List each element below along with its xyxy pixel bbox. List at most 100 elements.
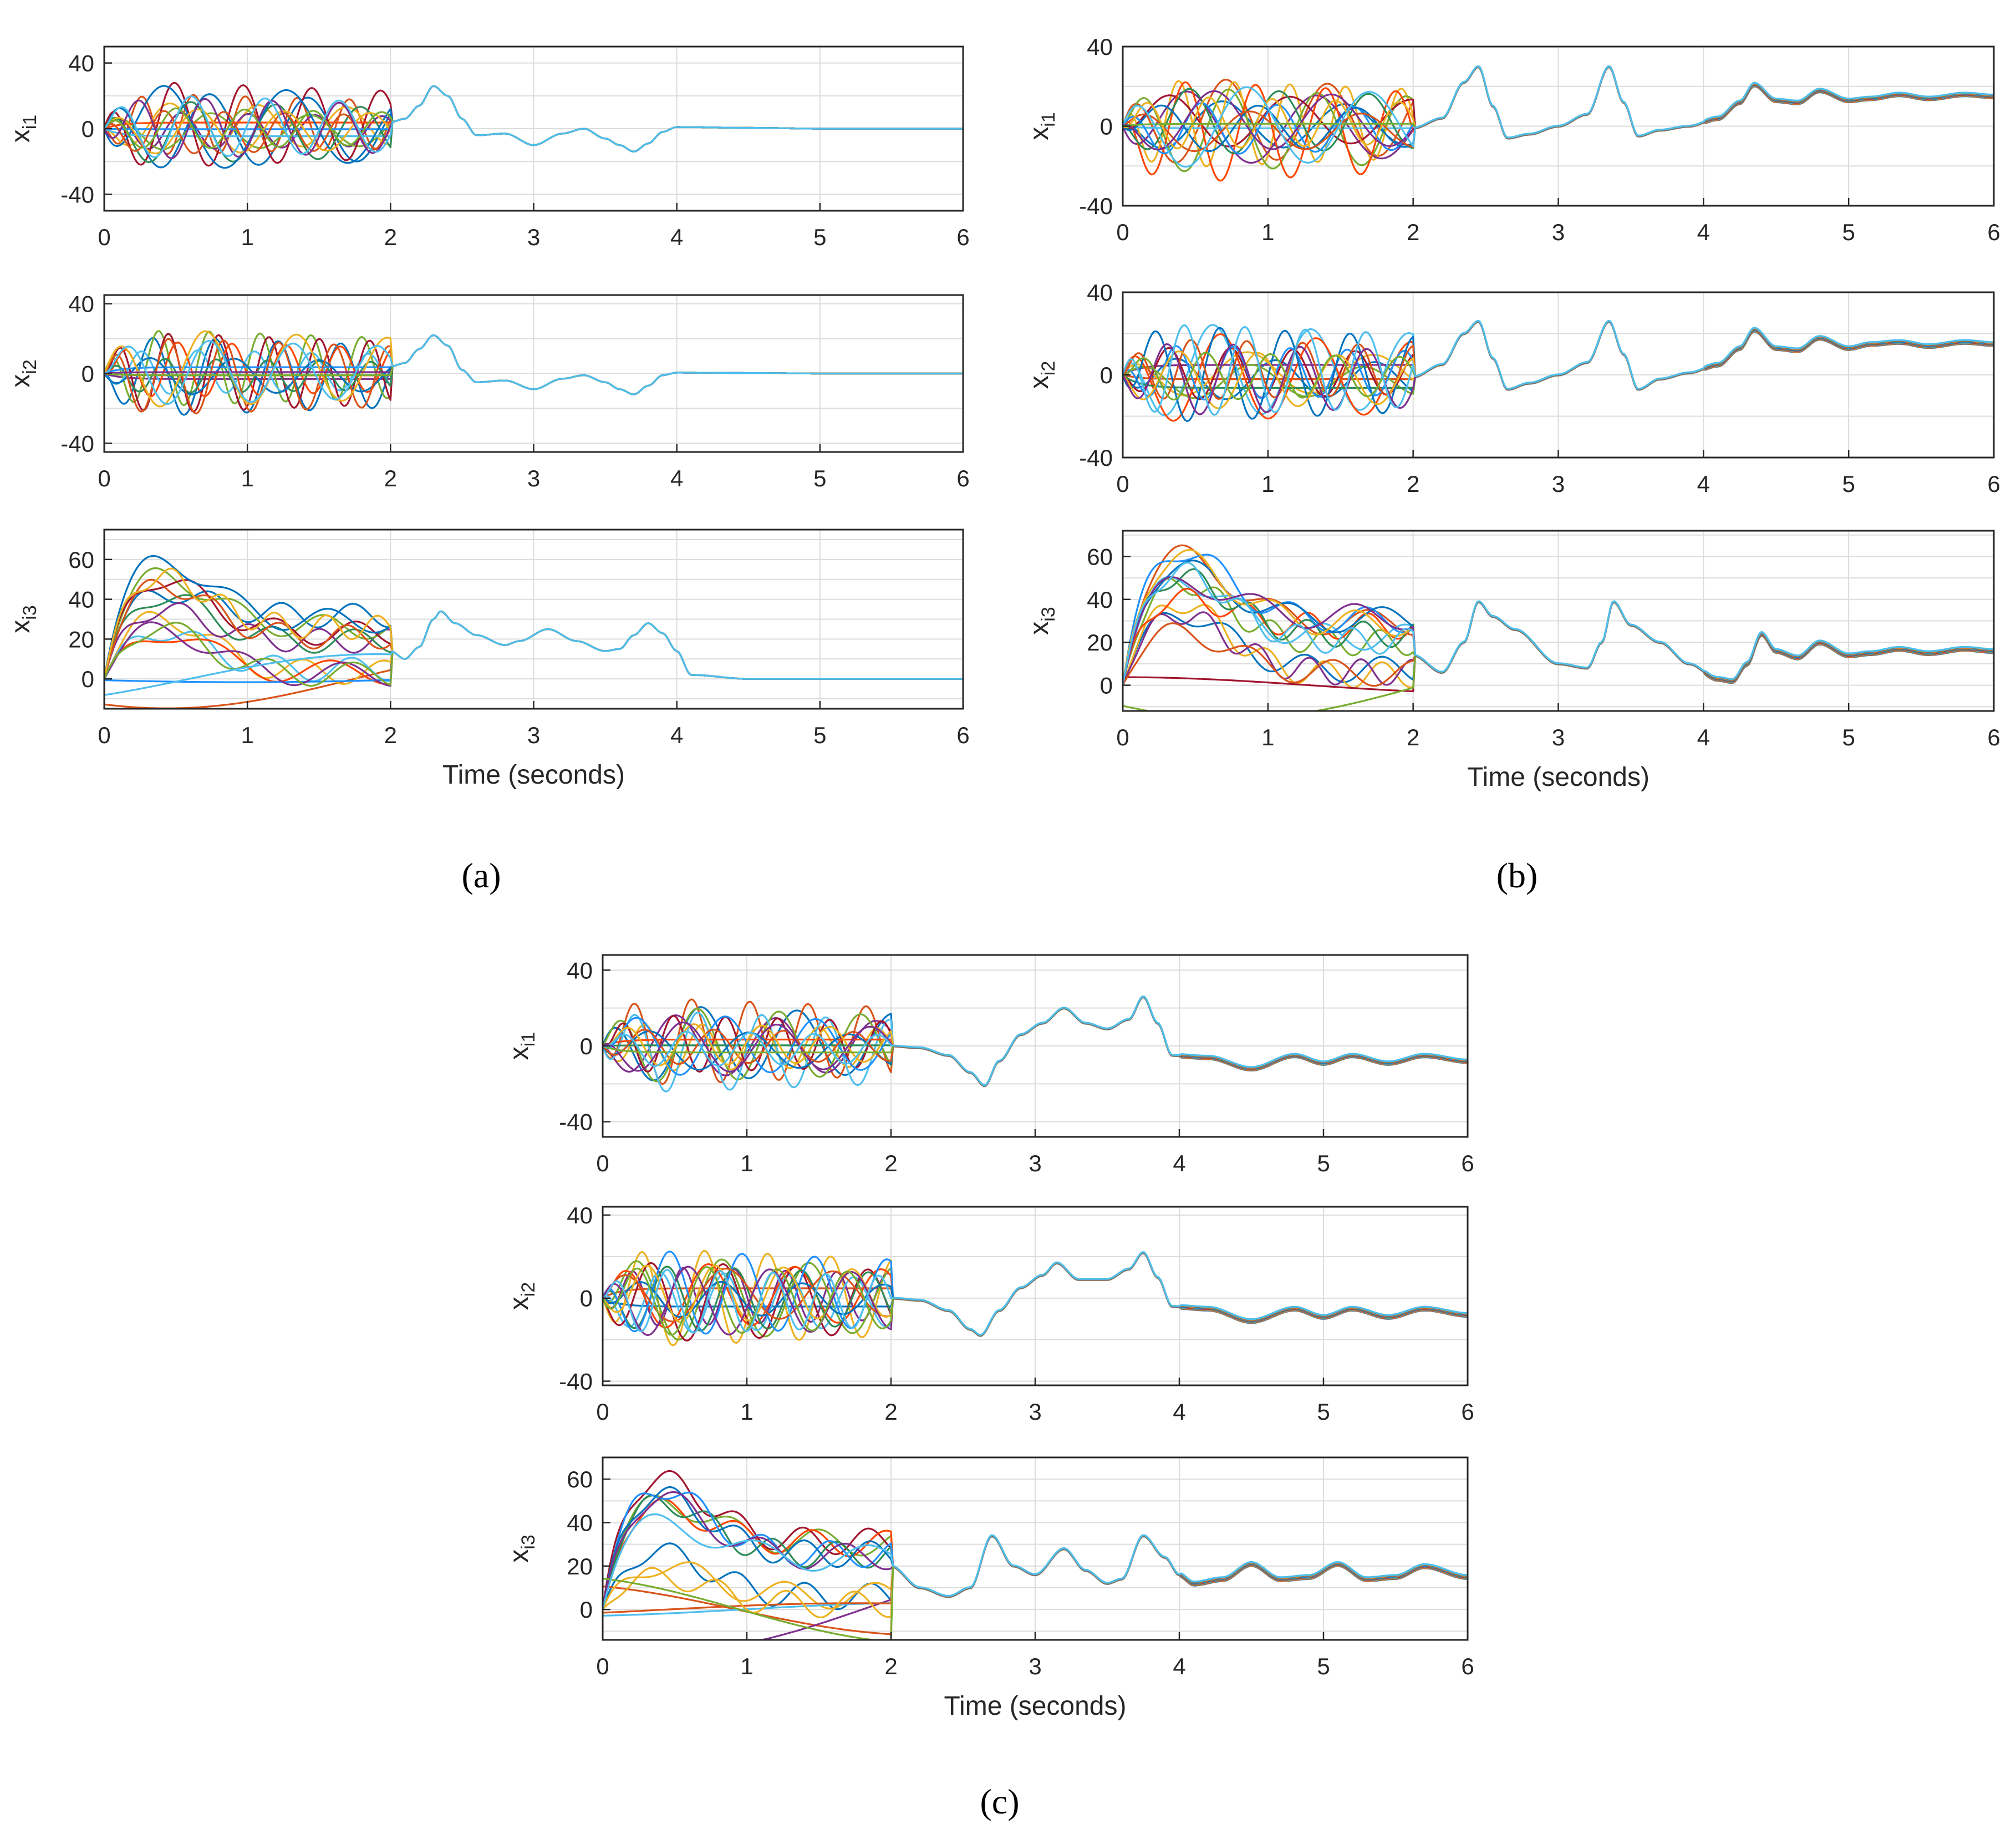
y-axis-label-base: x: [505, 1297, 534, 1310]
y-tick-label: 40: [567, 957, 593, 983]
y-tick-label: 40: [68, 587, 94, 613]
y-axis-label-subscript: i1: [19, 115, 40, 129]
y-axis-label: xi2: [6, 359, 40, 387]
x-tick-label: 4: [1697, 219, 1710, 245]
y-axis-label-subscript: i3: [1038, 607, 1059, 621]
y-tick-label: -40: [1079, 193, 1113, 219]
x-tick-label: 2: [1407, 219, 1419, 245]
x-tick-label: 5: [813, 722, 826, 748]
y-tick-label: 40: [1087, 587, 1113, 613]
y-axis-label-subscript: i3: [19, 605, 40, 619]
y-axis-label-base: x: [505, 1046, 534, 1060]
x-tick-label: 5: [1317, 1399, 1330, 1425]
x-tick-label: 4: [670, 224, 683, 250]
y-tick-label: 0: [1100, 673, 1113, 699]
y-axis-label-subscript: i3: [518, 1535, 539, 1549]
x-tick-label: 1: [1261, 219, 1274, 245]
x-tick-label: 3: [527, 465, 540, 491]
x-tick-label: 1: [241, 722, 253, 748]
y-tick-label: 60: [68, 547, 94, 573]
x-tick-label: 5: [1842, 219, 1855, 245]
y-axis-label: xi1: [505, 1032, 539, 1060]
x-tick-label: 3: [1029, 1653, 1041, 1679]
x-tick-label: 6: [1461, 1399, 1474, 1425]
x-tick-label: 4: [670, 722, 683, 748]
y-tick-label: 40: [567, 1510, 593, 1536]
y-tick-label: 0: [82, 666, 94, 692]
x-tick-label: 0: [596, 1653, 609, 1679]
y-axis-label: xi3: [505, 1535, 539, 1562]
y-tick-label: 40: [68, 291, 94, 317]
y-axis-label: xi3: [1025, 607, 1059, 634]
x-tick-label: 3: [1552, 219, 1565, 245]
y-tick-label: 20: [68, 626, 94, 652]
y-tick-label: 0: [82, 116, 94, 142]
x-tick-label: 1: [241, 465, 253, 491]
y-axis-label-base: x: [6, 620, 35, 633]
y-axis-label-subscript: i2: [19, 359, 40, 374]
y-tick-label: 60: [567, 1466, 593, 1492]
x-tick-label: 6: [956, 224, 969, 250]
x-tick-label: 3: [1552, 471, 1565, 497]
x-tick-label: 5: [1317, 1150, 1330, 1176]
x-tick-label: 4: [1697, 724, 1710, 750]
x-axis-label: Time (seconds): [944, 1691, 1127, 1721]
y-axis-label-subscript: i2: [1038, 361, 1059, 375]
y-tick-label: 40: [1087, 280, 1113, 306]
y-axis-label: xi3: [6, 605, 40, 633]
y-tick-label: 20: [567, 1553, 593, 1579]
traces: [1123, 544, 1994, 711]
y-tick-label: -40: [60, 181, 94, 207]
x-axis-label: Time (seconds): [442, 760, 625, 790]
x-tick-label: 2: [884, 1399, 897, 1425]
y-axis-label: xi1: [1025, 112, 1059, 140]
traces: [1123, 65, 1994, 182]
x-tick-label: 1: [241, 224, 253, 250]
y-tick-label: 0: [1100, 362, 1113, 388]
y-axis-label: xi2: [1025, 361, 1059, 389]
x-tick-label: 2: [884, 1150, 897, 1176]
y-tick-label: 0: [1100, 114, 1113, 140]
trace-16: [104, 334, 963, 405]
caption-b: (b): [1496, 856, 1538, 895]
trace-16: [1123, 319, 1994, 416]
x-tick-label: 6: [1987, 471, 2000, 497]
x-tick-label: 5: [1842, 471, 1855, 497]
trace-16: [104, 85, 963, 158]
x-tick-label: 6: [956, 465, 969, 491]
x-tick-label: 5: [813, 224, 826, 250]
trace-16: [603, 995, 1468, 1086]
x-tick-label: 2: [384, 224, 397, 250]
traces: [104, 82, 963, 169]
caption-c: (c): [980, 1782, 1019, 1821]
y-tick-label: 40: [68, 50, 94, 77]
traces: [603, 1250, 1468, 1347]
x-tick-label: 2: [384, 465, 397, 491]
y-axis-label-base: x: [1025, 127, 1054, 140]
y-tick-label: -40: [559, 1369, 593, 1395]
y-tick-label: 40: [1087, 34, 1113, 60]
x-tick-label: 4: [1173, 1399, 1185, 1425]
y-tick-label: 40: [567, 1202, 593, 1228]
y-axis-label-base: x: [6, 374, 35, 388]
x-tick-label: 3: [1029, 1399, 1041, 1425]
x-tick-label: 0: [98, 465, 110, 491]
x-tick-label: 1: [740, 1653, 753, 1679]
y-axis-label-subscript: i1: [518, 1032, 539, 1046]
y-axis-label: xi1: [6, 115, 40, 143]
x-tick-label: 3: [1029, 1150, 1041, 1176]
x-tick-label: 1: [740, 1399, 753, 1425]
y-axis-label-subscript: i2: [518, 1282, 539, 1297]
x-tick-label: 0: [98, 224, 110, 250]
x-tick-label: 0: [596, 1150, 609, 1176]
x-tick-label: 5: [1317, 1653, 1330, 1679]
